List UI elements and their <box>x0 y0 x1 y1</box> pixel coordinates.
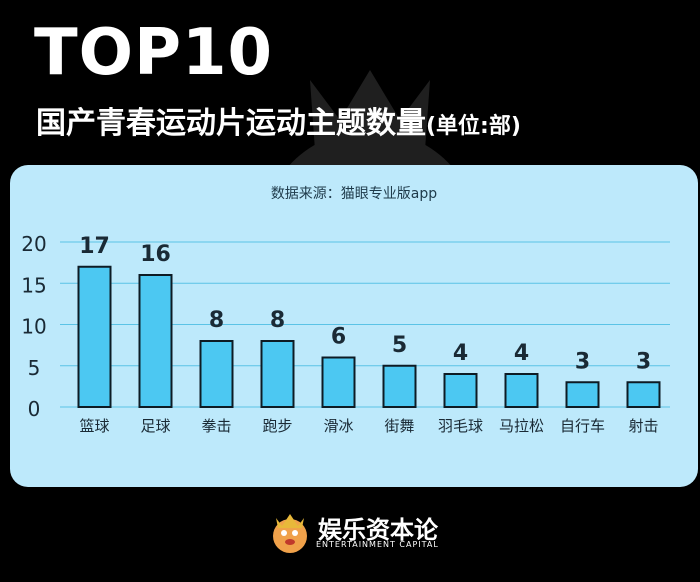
x-tick-label: 拳击 <box>201 417 231 435</box>
data-label: 6 <box>331 325 346 350</box>
x-tick-label: 篮球 <box>79 417 109 435</box>
brand-name: 娱乐资本论 <box>318 515 438 544</box>
data-label: 3 <box>575 349 590 374</box>
x-tick-label: 自行车 <box>560 417 605 435</box>
unit-note: (单位:部) <box>426 114 521 139</box>
brand-logo <box>262 500 442 560</box>
x-tick-label: 足球 <box>140 417 170 435</box>
x-tick-label: 街舞 <box>384 417 414 435</box>
x-tick-label: 跑步 <box>262 417 292 435</box>
x-tick-label: 马拉松 <box>499 417 544 435</box>
bar <box>443 373 478 408</box>
x-tick-label: 滑冰 <box>323 417 353 435</box>
y-tick-label: 0 <box>28 397 41 421</box>
bar <box>382 364 417 408</box>
bar <box>138 274 173 408</box>
chart-panel: 数据来源：猫眼专业版app 0 5 10 15 20 17 篮球 16 足球 8 拳击 8 跑步 6 滑冰 5… <box>10 165 698 487</box>
y-tick-label: 5 <box>28 356 41 380</box>
data-label: 8 <box>270 308 285 333</box>
source-note: 数据来源：猫眼专业版app <box>270 186 438 202</box>
page-title: TOP10 <box>34 16 274 90</box>
bar-chart: 0 5 10 15 20 17 篮球 16 足球 8 拳击 8 跑步 6 滑冰 5 街舞 4 羽毛球 4 马拉松 3 自行车… <box>21 232 670 435</box>
data-label: 4 <box>514 341 529 366</box>
y-tick-label: 10 <box>21 315 46 339</box>
y-tick-label: 15 <box>21 273 46 297</box>
data-label: 8 <box>209 308 224 333</box>
bar <box>321 356 356 408</box>
x-tick-label: 射击 <box>628 417 658 435</box>
bar <box>199 340 234 408</box>
subtitle-text: 国产青春运动片运动主题数量 <box>36 106 426 141</box>
data-label: 5 <box>392 333 407 358</box>
bar <box>504 373 539 408</box>
data-label: 16 <box>140 242 171 267</box>
data-label: 4 <box>453 341 468 366</box>
brand-english: ENTERTAINMENT CAPITAL <box>316 540 439 549</box>
bar <box>77 265 112 408</box>
y-tick-label: 20 <box>21 232 46 256</box>
mascot-icon <box>273 514 307 553</box>
bar <box>626 381 661 408</box>
chart-subtitle: 国产青春运动片运动主题数量(单位:部) <box>36 104 521 147</box>
bar <box>260 340 295 408</box>
bar <box>565 381 600 408</box>
x-tick-label: 羽毛球 <box>438 417 483 435</box>
data-label: 3 <box>636 349 651 374</box>
data-label: 17 <box>79 234 110 259</box>
